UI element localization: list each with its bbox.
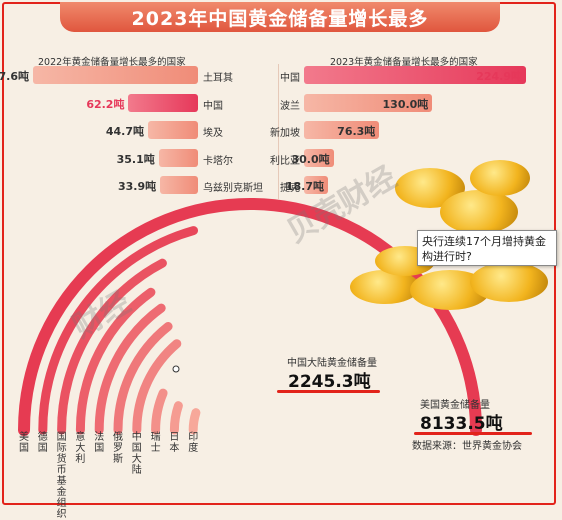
bar — [304, 148, 334, 167]
divider — [278, 64, 279, 199]
radial-category-label: 中国大陆 — [131, 432, 142, 476]
panel-title-2022: 2022年黄金储备量增长最多的国家 — [38, 57, 186, 68]
bar-value-label: 18.7吨 — [285, 180, 324, 193]
bar — [304, 176, 328, 194]
main-title: 2023年中国黄金储备量增长最多 — [131, 8, 429, 30]
bar-value-label: 76.3吨 — [337, 125, 376, 138]
radial-category-label: 德国 — [37, 432, 48, 454]
bar — [158, 148, 198, 167]
radial-category-label: 印度 — [188, 432, 199, 454]
radial-category-label: 美国 — [19, 432, 29, 454]
radial-category-label: 日本 — [169, 432, 180, 454]
bar-category-label: 捷克 — [280, 183, 300, 194]
radial-category-label: 意大利 — [75, 432, 86, 465]
bar — [304, 93, 433, 112]
bar — [128, 93, 198, 112]
radial-bar — [75, 287, 156, 435]
radial-category-label: 瑞士 — [150, 432, 161, 454]
bar-value-label: 33.9吨 — [117, 180, 157, 193]
china-reserve-label: 中国大陆黄金储备量 — [287, 358, 377, 369]
radial-bar-chart — [18, 198, 482, 436]
bar — [160, 176, 198, 194]
radial-category-label: 国际货币基金组织 — [56, 432, 67, 520]
radial-bar — [94, 303, 166, 435]
radial-bar — [18, 198, 482, 436]
panel-title-2023: 2023年黄金储备量增长最多的国家 — [330, 57, 478, 68]
tooltip: 央行连续17个月增持黄金 构进行时? — [417, 230, 557, 266]
bar-value-label: 130.0吨 — [382, 97, 429, 111]
bar — [304, 121, 380, 139]
bar-category-label: 卡塔尔 — [203, 155, 233, 167]
us-value-underline — [414, 432, 532, 435]
bar-category-label: 新加坡 — [270, 128, 300, 139]
radial-bar — [132, 339, 182, 435]
bar-category-label: 中国 — [280, 73, 300, 84]
china-reserve-value: 2245.3吨 — [288, 372, 371, 392]
radial-bar — [38, 226, 198, 435]
bar-category-label: 土耳其 — [203, 73, 233, 84]
bar-category-label: 埃及 — [203, 128, 223, 139]
bar-value-label: 224.9吨 — [476, 70, 522, 83]
bar-value-label: 30.0吨 — [291, 152, 330, 166]
bar-category-label: 利比亚 — [270, 155, 300, 167]
us-reserve-value: 8133.5吨 — [420, 414, 503, 434]
bar — [148, 121, 198, 139]
title-bar — [60, 2, 500, 32]
bar-value-label: 62.2吨 — [86, 97, 125, 111]
radial-category-label: 俄罗斯 — [113, 432, 123, 465]
bar-value-label: 44.7吨 — [105, 125, 145, 138]
bar-value-label: 35.1吨 — [116, 152, 155, 166]
bar-category-label: 乌兹别克斯坦 — [203, 183, 263, 194]
radial-bar — [188, 408, 201, 435]
bar-category-label: 波兰 — [280, 100, 300, 112]
us-reserve-label: 美国黄金储备量 — [420, 400, 490, 411]
china-value-underline — [277, 390, 380, 393]
radial-bar — [169, 401, 183, 435]
radial-bar — [151, 388, 168, 435]
radial-category-label: 法国 — [94, 432, 105, 454]
china-marker-dot — [172, 365, 180, 373]
bar — [33, 66, 198, 84]
radial-bar — [57, 258, 167, 435]
radial-bar — [113, 322, 173, 435]
bar-category-label: 中国 — [203, 100, 223, 112]
bar — [304, 66, 526, 84]
data-source: 数据来源：世界黄金协会 — [412, 441, 522, 452]
bar-value-label: 147.6吨 — [0, 70, 29, 83]
